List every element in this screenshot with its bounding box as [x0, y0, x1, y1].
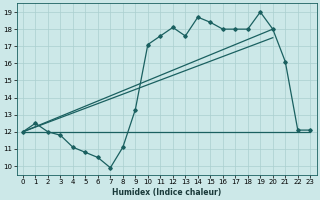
X-axis label: Humidex (Indice chaleur): Humidex (Indice chaleur): [112, 188, 221, 197]
